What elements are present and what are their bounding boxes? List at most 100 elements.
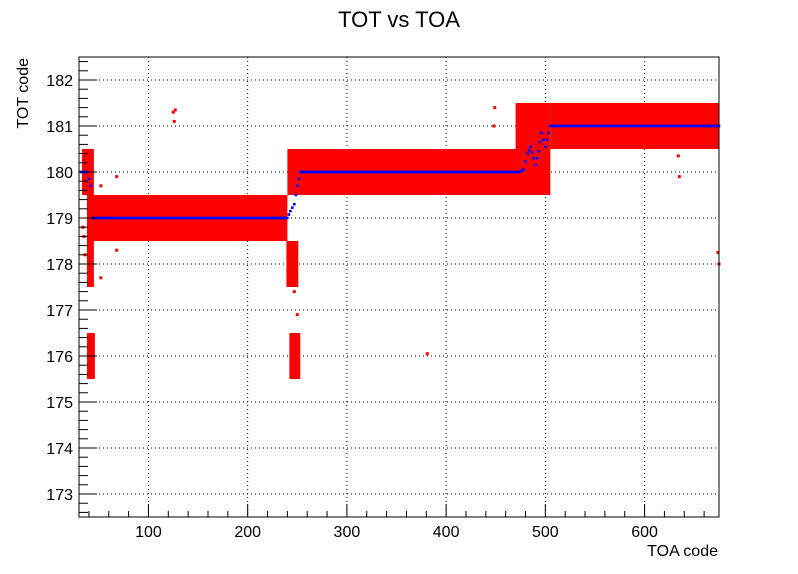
mean-point: [544, 145, 547, 148]
mean-point: [712, 124, 716, 128]
x-tick-label: 400: [433, 524, 460, 541]
mean-point: [206, 216, 209, 220]
mean-point: [574, 124, 578, 128]
mean-point: [606, 124, 610, 128]
mean-point: [180, 216, 184, 220]
mean-point: [420, 170, 424, 174]
mean-point: [329, 170, 332, 174]
mean-point: [438, 170, 441, 174]
data-point: [115, 175, 119, 179]
mean-point: [621, 124, 624, 128]
mean-point: [308, 170, 312, 174]
mean-point: [565, 124, 568, 128]
mean-point: [160, 216, 163, 220]
mean-point: [327, 170, 331, 174]
mean-point: [185, 216, 189, 220]
mean-point: [97, 216, 101, 220]
mean-point: [502, 170, 505, 174]
mean-point: [139, 216, 143, 220]
mean-point: [375, 170, 379, 174]
mean-point: [479, 170, 483, 174]
mean-point: [166, 216, 170, 220]
mean-point: [163, 216, 166, 220]
mean-point: [522, 168, 525, 171]
mean-point: [685, 124, 689, 128]
mean-point: [610, 124, 613, 128]
mean-point: [611, 124, 615, 128]
mean-point: [319, 170, 323, 174]
mean-point: [220, 216, 224, 220]
mean-point: [330, 170, 334, 174]
mean-point: [576, 124, 579, 128]
mean-point: [348, 170, 352, 174]
mean-point: [306, 170, 310, 174]
mean-point: [182, 216, 186, 220]
mean-point: [141, 216, 144, 220]
mean-point: [463, 170, 467, 174]
mean-point: [624, 124, 628, 128]
mean-point: [362, 170, 366, 174]
mean-point: [616, 124, 620, 128]
mean-point: [291, 206, 294, 209]
mean-point: [354, 170, 358, 174]
mean-point: [484, 170, 488, 174]
mean-point: [257, 216, 260, 220]
mean-point: [508, 170, 512, 174]
mean-point: [500, 170, 504, 174]
mean-point: [395, 170, 398, 174]
mean-point: [552, 124, 555, 128]
mean-point: [409, 170, 413, 174]
mean-point: [516, 170, 520, 174]
mean-point: [102, 216, 106, 220]
mean-point: [497, 170, 501, 174]
mean-point: [128, 216, 131, 220]
mean-point: [563, 124, 567, 128]
mean-point: [690, 124, 693, 128]
mean-point: [483, 170, 486, 174]
mean-point: [254, 216, 257, 220]
mean-point: [279, 216, 283, 220]
mean-point: [415, 170, 419, 174]
chart-title: TOT vs TOA: [338, 7, 460, 32]
mean-point: [435, 170, 438, 174]
data-point: [172, 119, 176, 123]
mean-point: [648, 124, 652, 128]
mean-point: [311, 170, 315, 174]
mean-point: [147, 216, 150, 220]
mean-point: [642, 124, 645, 128]
mean-point: [643, 124, 647, 128]
mean-point: [701, 124, 705, 128]
mean-point: [605, 124, 608, 128]
data-point: [492, 124, 496, 128]
mean-point: [510, 170, 513, 174]
mean-point: [372, 170, 376, 174]
mean-point: [231, 216, 235, 220]
mean-point: [207, 216, 211, 220]
mean-point: [109, 216, 112, 220]
mean-point: [529, 145, 532, 148]
mean-point: [494, 170, 497, 174]
mean-point: [454, 170, 457, 174]
mean-point: [447, 170, 451, 174]
mean-point: [672, 124, 676, 128]
mean-point: [503, 170, 507, 174]
mean-point: [101, 216, 104, 220]
mean-point: [214, 216, 217, 220]
mean-point: [651, 124, 655, 128]
mean-point: [385, 170, 389, 174]
axes: [78, 56, 720, 518]
mean-point: [568, 124, 571, 128]
mean-point: [459, 170, 462, 174]
mean-point: [600, 124, 604, 128]
y-tick-label: 175: [46, 395, 73, 412]
mean-point: [693, 124, 697, 128]
mean-point: [87, 177, 91, 181]
mean-point: [169, 216, 173, 220]
mean-point: [653, 124, 657, 128]
mean-point: [345, 170, 348, 174]
mean-point: [322, 170, 326, 174]
mean-point: [542, 138, 545, 142]
mean-point: [266, 216, 270, 220]
mean-point: [716, 124, 719, 128]
mean-point: [457, 170, 461, 174]
